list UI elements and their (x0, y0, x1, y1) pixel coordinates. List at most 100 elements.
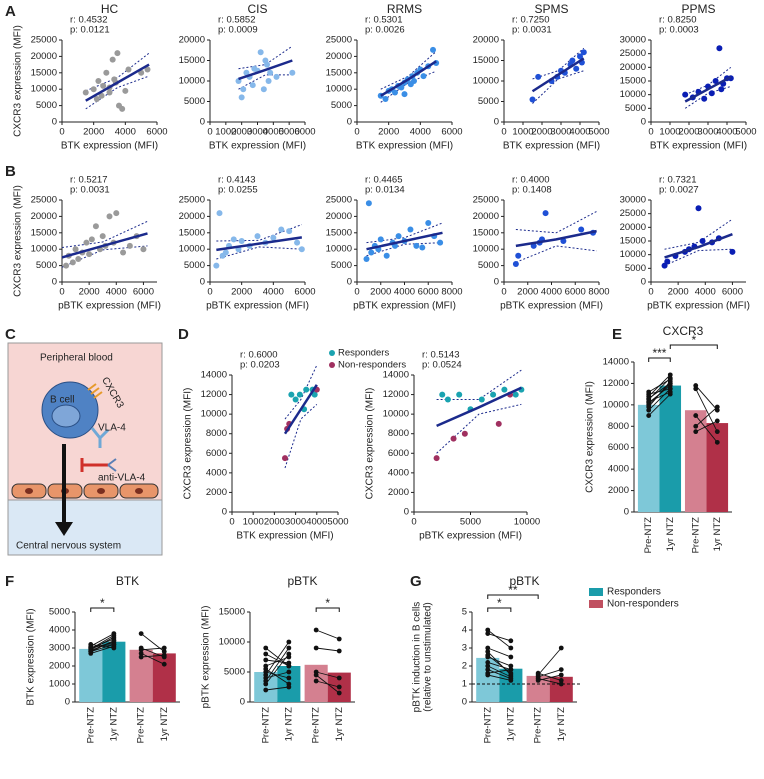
pair-line (695, 388, 718, 432)
ci-upper (284, 365, 318, 420)
significance-label: ** (508, 583, 518, 597)
point (216, 210, 223, 217)
p-value: p: 0.0255 (218, 185, 258, 196)
point (222, 249, 229, 256)
pair-point (714, 418, 720, 424)
point (425, 219, 432, 226)
pair-point (138, 631, 144, 636)
pair-point (286, 639, 292, 645)
pair-point (263, 678, 269, 684)
y-tick-label: 15000 (31, 67, 57, 78)
cell-label: B cell (50, 395, 74, 406)
pair-line (141, 647, 165, 651)
y-tick-label: 25000 (31, 35, 57, 46)
pair-point (263, 669, 269, 675)
pair-point (286, 654, 292, 660)
point (303, 386, 310, 393)
y-tick-label: 14000 (201, 370, 227, 381)
y-tick-label: 10000 (473, 76, 499, 87)
pair-point (263, 657, 269, 663)
ci-lower (284, 403, 318, 469)
y-tick-label: 10000 (473, 244, 499, 255)
point (103, 69, 110, 76)
point (82, 89, 89, 96)
ci-lower (238, 74, 293, 90)
pair-point (558, 681, 564, 687)
x-tick-label: 6000 (133, 287, 154, 298)
pair-point (714, 404, 720, 410)
y-tick-label: 15000 (620, 76, 646, 87)
x-tick-label: Pre-NTZ (311, 707, 322, 744)
y-tick-label: 14000 (603, 357, 629, 368)
point (240, 86, 247, 93)
point (716, 45, 723, 52)
pair-point (88, 649, 94, 654)
point (363, 256, 370, 263)
y-tick-label: 20000 (473, 211, 499, 222)
r-value: r: 0.7321 (659, 175, 697, 186)
pair-line (695, 385, 718, 411)
point (433, 455, 440, 462)
y-tick-label: 15000 (326, 227, 352, 238)
pair-line (538, 674, 562, 681)
y-tick-label: 30000 (620, 195, 646, 206)
point (413, 242, 420, 249)
point (86, 251, 93, 258)
y-tick-label: 5 (462, 607, 467, 618)
r-value: r: 0.6000 (240, 350, 278, 361)
bar (499, 668, 523, 702)
pair-point (485, 627, 491, 633)
ci-upper (515, 211, 597, 234)
y-tick-label: 3000 (49, 643, 70, 654)
point (437, 239, 444, 246)
pair-line (90, 643, 114, 653)
x-tick-label: 4000 (716, 127, 737, 138)
point (578, 226, 585, 233)
pair-point (558, 672, 564, 678)
chart-title: pBTK (509, 574, 539, 588)
integrin-label: VLA-4 (98, 423, 126, 434)
bar (637, 404, 660, 512)
significance-label: * (325, 596, 330, 610)
point (100, 82, 107, 89)
arrow-head (55, 522, 73, 536)
chart-title: RRMS (387, 2, 422, 16)
r-value: r: 0.7250 (512, 15, 550, 26)
panel-label: F (5, 573, 14, 590)
point (729, 248, 736, 255)
fit-line (238, 59, 293, 81)
point (273, 73, 280, 80)
x-tick-label: 3000 (697, 127, 718, 138)
y-tick-label: 8000 (608, 421, 629, 432)
panel-label: B (5, 163, 16, 180)
point (501, 386, 508, 393)
pair-point (313, 678, 319, 684)
bar (659, 385, 682, 512)
x-tick-label: 6000 (441, 127, 462, 138)
point (569, 57, 576, 64)
antibody-label: anti-VLA-4 (98, 473, 146, 484)
endothelium (11, 483, 159, 499)
y-tick-label: 0 (347, 117, 352, 128)
r-value: r: 0.4143 (218, 175, 256, 186)
point (411, 78, 417, 84)
pair-point (263, 663, 269, 669)
y-tick-label: 25000 (620, 48, 646, 59)
x-axis-label: pBTK expression (MFI) (419, 531, 522, 542)
pair-line (648, 388, 671, 411)
point (98, 92, 105, 99)
pair-point (558, 678, 564, 683)
p-value: p: 0.0026 (365, 25, 405, 36)
point (95, 78, 102, 84)
p-value: p: 0.0134 (365, 185, 405, 196)
point (383, 252, 390, 259)
x-tick-label: 5000 (735, 127, 756, 138)
legend-swatch (589, 588, 603, 596)
pair-line (265, 659, 289, 664)
y-tick-label: 0 (52, 117, 57, 128)
x-tick-label: 3000 (550, 127, 571, 138)
pair-point (693, 429, 699, 435)
x-tick-label: 2000 (231, 127, 252, 138)
point (542, 210, 549, 217)
x-tick-label: Pre-NTZ (482, 707, 493, 744)
